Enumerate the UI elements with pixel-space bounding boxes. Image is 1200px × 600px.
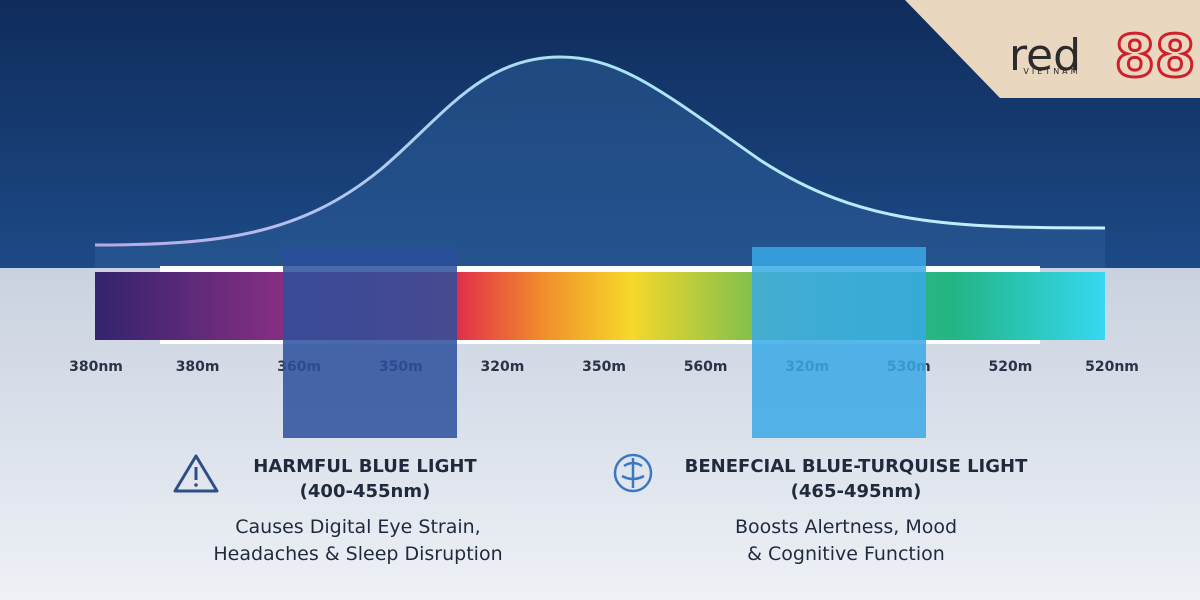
panel-description: Causes Digital Eye Strain,	[235, 516, 480, 538]
logo-country: VIETNAM	[1023, 67, 1080, 76]
panel-description: & Cognitive Function	[747, 543, 945, 565]
spectrum-label: 380m	[176, 359, 220, 375]
logo-number: 88	[1115, 22, 1196, 90]
logo-word: red	[1009, 30, 1081, 81]
panel-range: (400-455nm)	[300, 481, 431, 502]
spectrum-label: 380nm	[69, 359, 123, 375]
warning-icon	[173, 454, 219, 493]
panel-range: (465-495nm)	[791, 481, 922, 502]
panel-description: Boosts Alertness, Mood	[735, 516, 957, 538]
curve-line	[94, 55, 1106, 247]
spectrum-label: 350m	[582, 359, 626, 375]
spectrum-label: 560m	[684, 359, 728, 375]
spectrum-label: 520m	[988, 359, 1032, 375]
panel-title: HARMFUL BLUE LIGHT	[253, 456, 477, 477]
panel-description: Headaches & Sleep Disruption	[213, 543, 502, 565]
logo: red 88 VIETNAM	[905, 0, 1200, 98]
spectrum-label: 520nm	[1085, 359, 1139, 375]
beneficial-band	[752, 247, 926, 438]
curve-fill	[95, 57, 1105, 268]
spectrum-bar	[95, 272, 1105, 340]
panel-title: BENEFCIAL BLUE-TURQUISE LIGHT	[685, 456, 1028, 477]
brain-icon	[613, 453, 653, 493]
harmful-band	[283, 247, 457, 438]
spectrum-label: 320m	[480, 359, 524, 375]
